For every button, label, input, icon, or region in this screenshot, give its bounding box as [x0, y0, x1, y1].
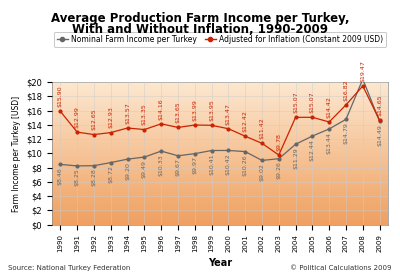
Text: $15.90: $15.90 — [58, 85, 63, 107]
Text: $16.82: $16.82 — [344, 79, 348, 101]
Text: Average Production Farm Income per Turkey,: Average Production Farm Income per Turke… — [51, 12, 349, 25]
Text: $12.42: $12.42 — [243, 110, 248, 132]
Text: $12.44: $12.44 — [310, 139, 315, 161]
Text: $13.44: $13.44 — [327, 132, 332, 154]
Legend: Nominal Farm Income per Turkey, Adjusted for Inflation (Constant 2009 USD): Nominal Farm Income per Turkey, Adjusted… — [54, 32, 386, 47]
Text: $13.95: $13.95 — [209, 99, 214, 121]
Text: $10.42: $10.42 — [226, 153, 231, 175]
Text: $13.65: $13.65 — [176, 102, 180, 123]
Text: $15.07: $15.07 — [310, 92, 315, 113]
Text: $8.25: $8.25 — [75, 169, 80, 186]
Y-axis label: Farm Income per Turkey [USD]: Farm Income per Turkey [USD] — [12, 95, 21, 212]
Text: $9.78: $9.78 — [276, 133, 281, 151]
Text: $12.99: $12.99 — [75, 106, 80, 128]
Text: $9.67: $9.67 — [176, 159, 180, 176]
Text: $12.93: $12.93 — [108, 107, 113, 129]
Text: With and Without Inflation, 1990-2009: With and Without Inflation, 1990-2009 — [72, 23, 328, 36]
Text: $13.47: $13.47 — [226, 103, 231, 125]
Text: $10.33: $10.33 — [159, 154, 164, 176]
Text: $19.47: $19.47 — [360, 60, 365, 82]
Text: $13.99: $13.99 — [192, 99, 197, 121]
Text: $12.65: $12.65 — [92, 109, 96, 130]
Text: $20.43: $20.43 — [0, 273, 1, 274]
Text: $14.65: $14.65 — [377, 95, 382, 116]
Text: $15.07: $15.07 — [293, 92, 298, 113]
Text: $9.20: $9.20 — [125, 162, 130, 180]
Text: © Political Calculations 2009: © Political Calculations 2009 — [290, 265, 392, 271]
Text: $8.72: $8.72 — [108, 165, 113, 183]
Text: $11.42: $11.42 — [260, 117, 264, 139]
Text: $10.26: $10.26 — [243, 154, 248, 176]
Text: $11.29: $11.29 — [293, 147, 298, 169]
Text: Source: National Turkey Federation: Source: National Turkey Federation — [8, 265, 130, 271]
Text: $9.97: $9.97 — [192, 156, 197, 175]
Text: $14.49: $14.49 — [377, 124, 382, 146]
Text: $8.28: $8.28 — [92, 169, 96, 186]
Text: $13.35: $13.35 — [142, 104, 147, 125]
Text: $9.26: $9.26 — [276, 161, 281, 179]
Text: $8.46: $8.46 — [58, 167, 63, 185]
Text: $9.49: $9.49 — [142, 160, 147, 178]
Text: $14.16: $14.16 — [159, 98, 164, 120]
Text: $9.02: $9.02 — [260, 163, 264, 181]
X-axis label: Year: Year — [208, 258, 232, 268]
Text: $10.41: $10.41 — [209, 153, 214, 175]
Text: $13.57: $13.57 — [125, 102, 130, 124]
Text: $14.79: $14.79 — [344, 122, 348, 144]
Text: $14.42: $14.42 — [327, 96, 332, 118]
